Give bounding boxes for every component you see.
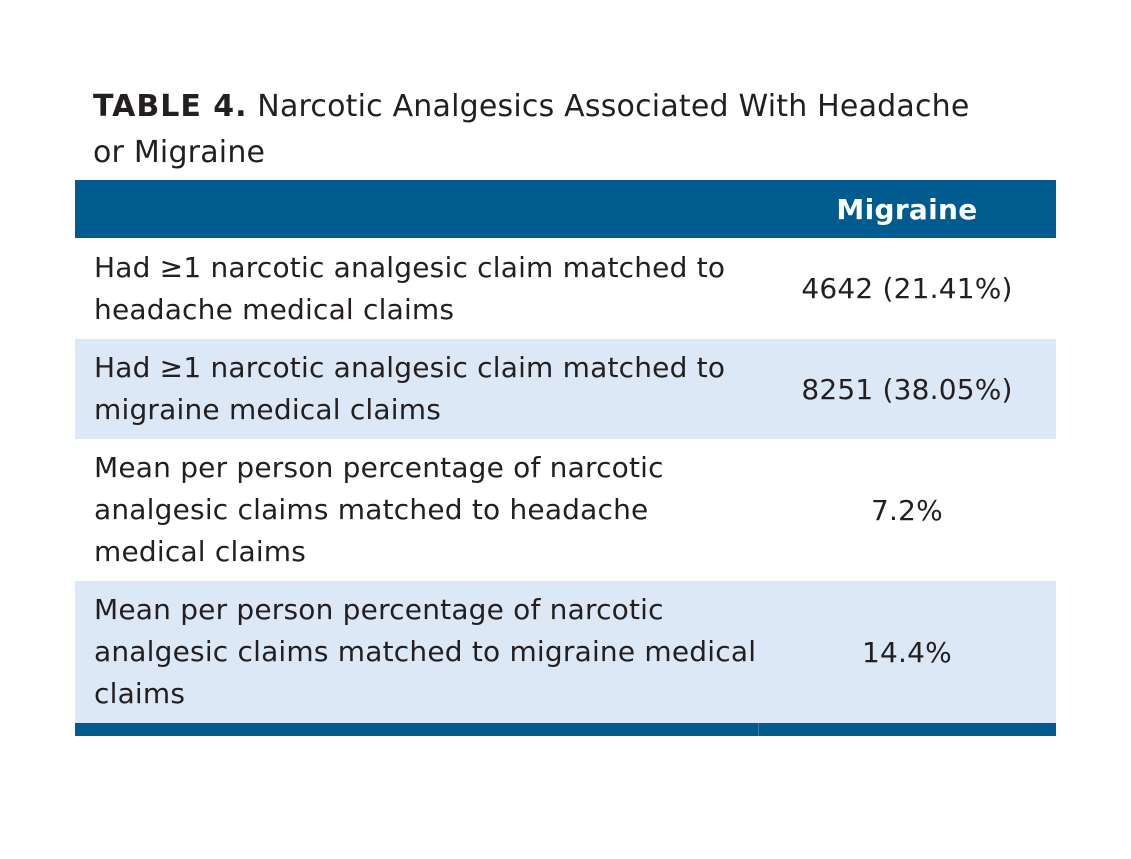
- table-row: Mean per person percentage of narcotic a…: [75, 581, 1056, 723]
- table-label: TABLE 4.: [93, 89, 248, 124]
- row-description: Had ≥1 narcotic analgesic claim matched …: [94, 351, 726, 426]
- table-title: Narcotic Analgesics Associated With Head…: [93, 89, 970, 170]
- row-value: 8251 (38.05%): [801, 372, 1013, 406]
- table-bottom-rule: [75, 723, 1056, 736]
- row-value: 14.4%: [862, 635, 952, 669]
- table-header-row: Migraine: [75, 180, 1056, 238]
- table-caption: TABLE 4. Narcotic Analgesics Associated …: [93, 84, 993, 176]
- row-description: Had ≥1 narcotic analgesic claim matched …: [94, 250, 726, 326]
- table-row: Mean per person percentage of narcotic a…: [75, 439, 1056, 581]
- row-value: 4642 (21.41%): [801, 272, 1013, 305]
- header-migraine-cell: Migraine: [836, 192, 978, 226]
- row-value: 7.2%: [871, 493, 943, 527]
- row-description: Mean per person percentage of narcotic a…: [94, 451, 664, 568]
- table-row: Had ≥1 narcotic analgesic claim matched …: [75, 339, 1056, 439]
- row-description: Mean per person percentage of narcotic a…: [94, 593, 757, 710]
- data-table: Migraine Had ≥1 narcotic analgesic claim…: [75, 180, 1056, 736]
- bottom-rule-left: [75, 723, 758, 736]
- bottom-rule-divider: [758, 723, 759, 736]
- header-description-cell: [75, 180, 758, 238]
- table-row: Had ≥1 narcotic analgesic claim matched …: [75, 238, 1056, 339]
